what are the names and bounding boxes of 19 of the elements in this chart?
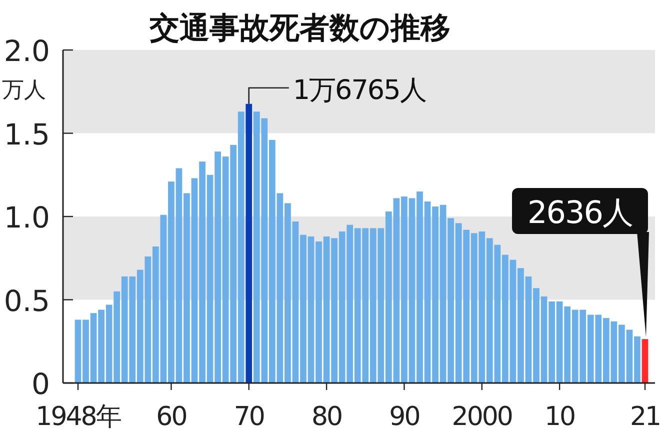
y-tick-label: 1.0 [4, 200, 50, 234]
x-tick-label: 21 [630, 402, 660, 432]
y-tick-label: 1.5 [4, 117, 50, 152]
y-tick-label: 0.5 [4, 284, 50, 318]
annotation: 1万6765人 [292, 74, 426, 106]
x-tick-label: 1948年 [36, 402, 121, 432]
bar [246, 104, 252, 383]
x-tick-label: 80 [312, 402, 342, 432]
bar [642, 339, 648, 383]
y-tick-label: 0 [32, 367, 50, 401]
x-tick-label: 10 [544, 402, 575, 432]
chart-title: 交通事故死者数の推移 [148, 11, 450, 46]
x-tick-label: 90 [389, 402, 420, 432]
x-tick-label: 70 [234, 402, 264, 432]
y-tick-label: 2.0 [4, 34, 50, 68]
annotation: 2636人 [528, 195, 632, 231]
x-tick-label: 60 [156, 402, 186, 432]
y-axis-title: 万人 [2, 78, 46, 103]
x-tick-label: 2000 [452, 402, 512, 432]
